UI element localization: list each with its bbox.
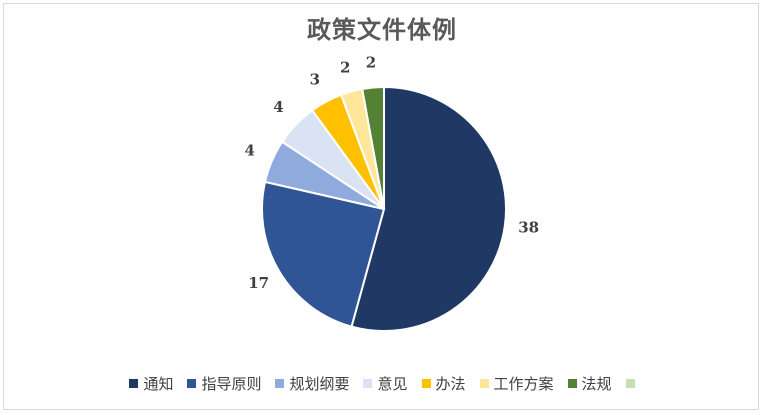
legend-label: 工作方案 [493, 375, 554, 393]
legend-item-5: 办法 [421, 373, 466, 394]
legend-label: 规划纲要 [289, 375, 350, 393]
legend-item-6: 工作方案 [479, 373, 554, 394]
data-label-2: 17 [248, 274, 269, 292]
legend-swatch [421, 379, 431, 388]
data-label-4: 4 [273, 98, 283, 116]
legend-swatch [275, 379, 285, 388]
data-label-5: 3 [310, 70, 320, 88]
legend-item-1: 通知 [129, 373, 173, 394]
data-label-1: 38 [518, 219, 539, 237]
legend-item-extra-1 [625, 379, 635, 388]
pie-slice-2 [261, 180, 386, 328]
legend-item-2: 指导原则 [187, 373, 261, 394]
legend-item-4: 意见 [363, 373, 408, 394]
pie-slice-7 [361, 85, 385, 210]
legend-swatch [479, 379, 489, 388]
legend-swatch [567, 379, 577, 388]
legend-label: 办法 [435, 375, 466, 393]
chart-title: 政策文件体例 [307, 15, 457, 44]
chart-legend: 通知 指导原则 规划纲要 意见 办法 工作方案 法规 [0, 373, 764, 394]
legend-item-7: 法规 [567, 373, 612, 394]
data-label-3: 4 [245, 142, 255, 160]
legend-swatch [625, 379, 635, 388]
data-label-6: 2 [340, 58, 350, 76]
legend-label: 通知 [143, 375, 174, 393]
legend-swatch [129, 379, 139, 388]
legend-label: 指导原则 [201, 375, 262, 393]
legend-label: 意见 [377, 375, 408, 393]
legend-item-3: 规划纲要 [275, 373, 349, 394]
legend-label: 法规 [581, 375, 612, 393]
pie-slice-1 [350, 85, 507, 332]
legend-swatch [187, 379, 197, 388]
legend-swatch [363, 379, 373, 388]
data-label-7: 2 [366, 54, 376, 72]
